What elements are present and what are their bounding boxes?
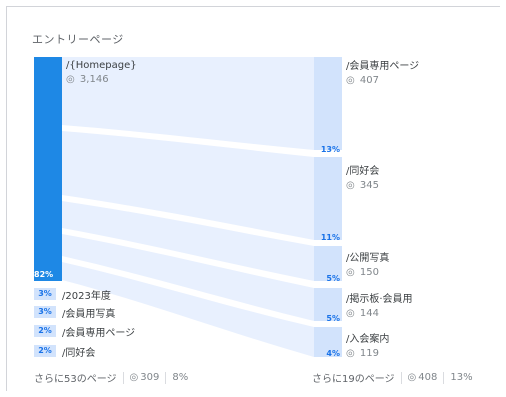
dest-pct-1: 13% — [320, 145, 340, 154]
flow-band-3[interactable] — [62, 201, 314, 281]
flow-band-2[interactable] — [62, 131, 314, 240]
dest-views-value: 407 — [359, 75, 380, 86]
eye-icon: ◎ — [346, 308, 355, 319]
eye-icon: ◎ — [346, 267, 355, 278]
source-pct: 82% — [34, 270, 54, 279]
dest-views: ◎ 119 — [346, 348, 389, 359]
other-entry-pct: 3% — [34, 306, 56, 318]
other-entry-pct: 2% — [34, 345, 56, 357]
eye-icon: ◎ — [407, 372, 417, 383]
eye-icon: ◎ — [346, 75, 355, 86]
card-frame — [6, 6, 500, 391]
dest-views: ◎ 407 — [346, 75, 419, 86]
flow-band-4[interactable] — [62, 234, 314, 321]
eye-icon: ◎ — [346, 348, 355, 359]
dest-views: ◎ 144 — [346, 308, 413, 319]
flow-band-5[interactable] — [62, 262, 314, 357]
other-entry-row[interactable]: 3% /会員用写真 — [34, 305, 116, 320]
other-entry-row[interactable]: 2% /同好会 — [34, 344, 96, 359]
footer-more-destinations[interactable]: さらに19のページ ◎ 408 13% — [312, 370, 473, 385]
other-entry-label: /2023年度 — [62, 290, 111, 302]
dest-page-5[interactable]: /入会案内 ◎ 119 — [346, 330, 389, 359]
dest-views: ◎ 345 — [346, 180, 379, 191]
dest-bar-4[interactable] — [314, 288, 342, 321]
divider — [165, 371, 167, 384]
other-entry-row[interactable]: 2% /会員専用ページ — [34, 324, 136, 339]
dest-page-3[interactable]: /公開写真 ◎ 150 — [346, 249, 389, 278]
dest-pct-5: 4% — [326, 349, 340, 358]
source-bar[interactable] — [34, 57, 62, 281]
other-entry-pct: 2% — [34, 325, 56, 337]
footer-more-sources[interactable]: さらに53のページ ◎ 309 8% — [34, 370, 188, 385]
footer-more-destinations-text: さらに19のページ — [312, 374, 395, 385]
dest-bar-3[interactable] — [314, 246, 342, 281]
divider — [443, 371, 445, 384]
footer-more-sources-pct: 8% — [172, 372, 189, 383]
eye-icon: ◎ — [66, 74, 75, 85]
eye-icon: ◎ — [346, 180, 355, 191]
dest-bar-2[interactable] — [314, 157, 342, 240]
dest-page-label: /会員専用ページ — [346, 61, 420, 72]
dest-page-label: /入会案内 — [346, 334, 390, 345]
source-views-value: 3,146 — [79, 74, 109, 85]
footer-more-destinations-views: 408 — [418, 372, 438, 383]
source-views: ◎ 3,146 — [66, 74, 109, 85]
dest-bar-1[interactable] — [314, 57, 342, 150]
footer-more-sources-text: さらに53のページ — [34, 374, 117, 385]
divider — [122, 371, 124, 384]
other-entry-pct: 3% — [34, 288, 56, 300]
dest-views-value: 144 — [359, 308, 380, 319]
flow-band-1[interactable] — [62, 57, 314, 150]
dest-page-label: /公開写真 — [346, 253, 390, 264]
other-entry-label: /会員専用ページ — [62, 327, 136, 339]
dest-page-label: /掲示板·会員用 — [346, 294, 413, 305]
footer-more-destinations-pct: 13% — [450, 372, 473, 383]
dest-pct-2: 11% — [320, 233, 340, 242]
other-entry-label: /同好会 — [62, 347, 96, 359]
other-entry-label: /会員用写真 — [62, 308, 116, 320]
dest-views-value: 345 — [359, 180, 380, 191]
dest-views-value: 150 — [359, 267, 380, 278]
dest-pct-4: 5% — [326, 314, 340, 323]
other-entry-row[interactable]: 3% /2023年度 — [34, 287, 111, 302]
dest-views: ◎ 150 — [346, 267, 389, 278]
card-title: エントリーページ — [32, 33, 124, 46]
dest-pct-3: 5% — [326, 274, 340, 283]
dest-bar-5[interactable] — [314, 327, 342, 357]
dest-page-1[interactable]: /会員専用ページ ◎ 407 — [346, 57, 419, 86]
dest-page-label: /同好会 — [346, 166, 380, 177]
source-page-label: /{Homepage} — [66, 60, 137, 71]
divider — [400, 371, 402, 384]
dest-page-4[interactable]: /掲示板·会員用 ◎ 144 — [346, 290, 413, 319]
eye-icon: ◎ — [129, 372, 139, 383]
footer-more-sources-views: 309 — [140, 372, 160, 383]
dest-views-value: 119 — [359, 348, 380, 359]
dest-page-2[interactable]: /同好会 ◎ 345 — [346, 162, 379, 191]
